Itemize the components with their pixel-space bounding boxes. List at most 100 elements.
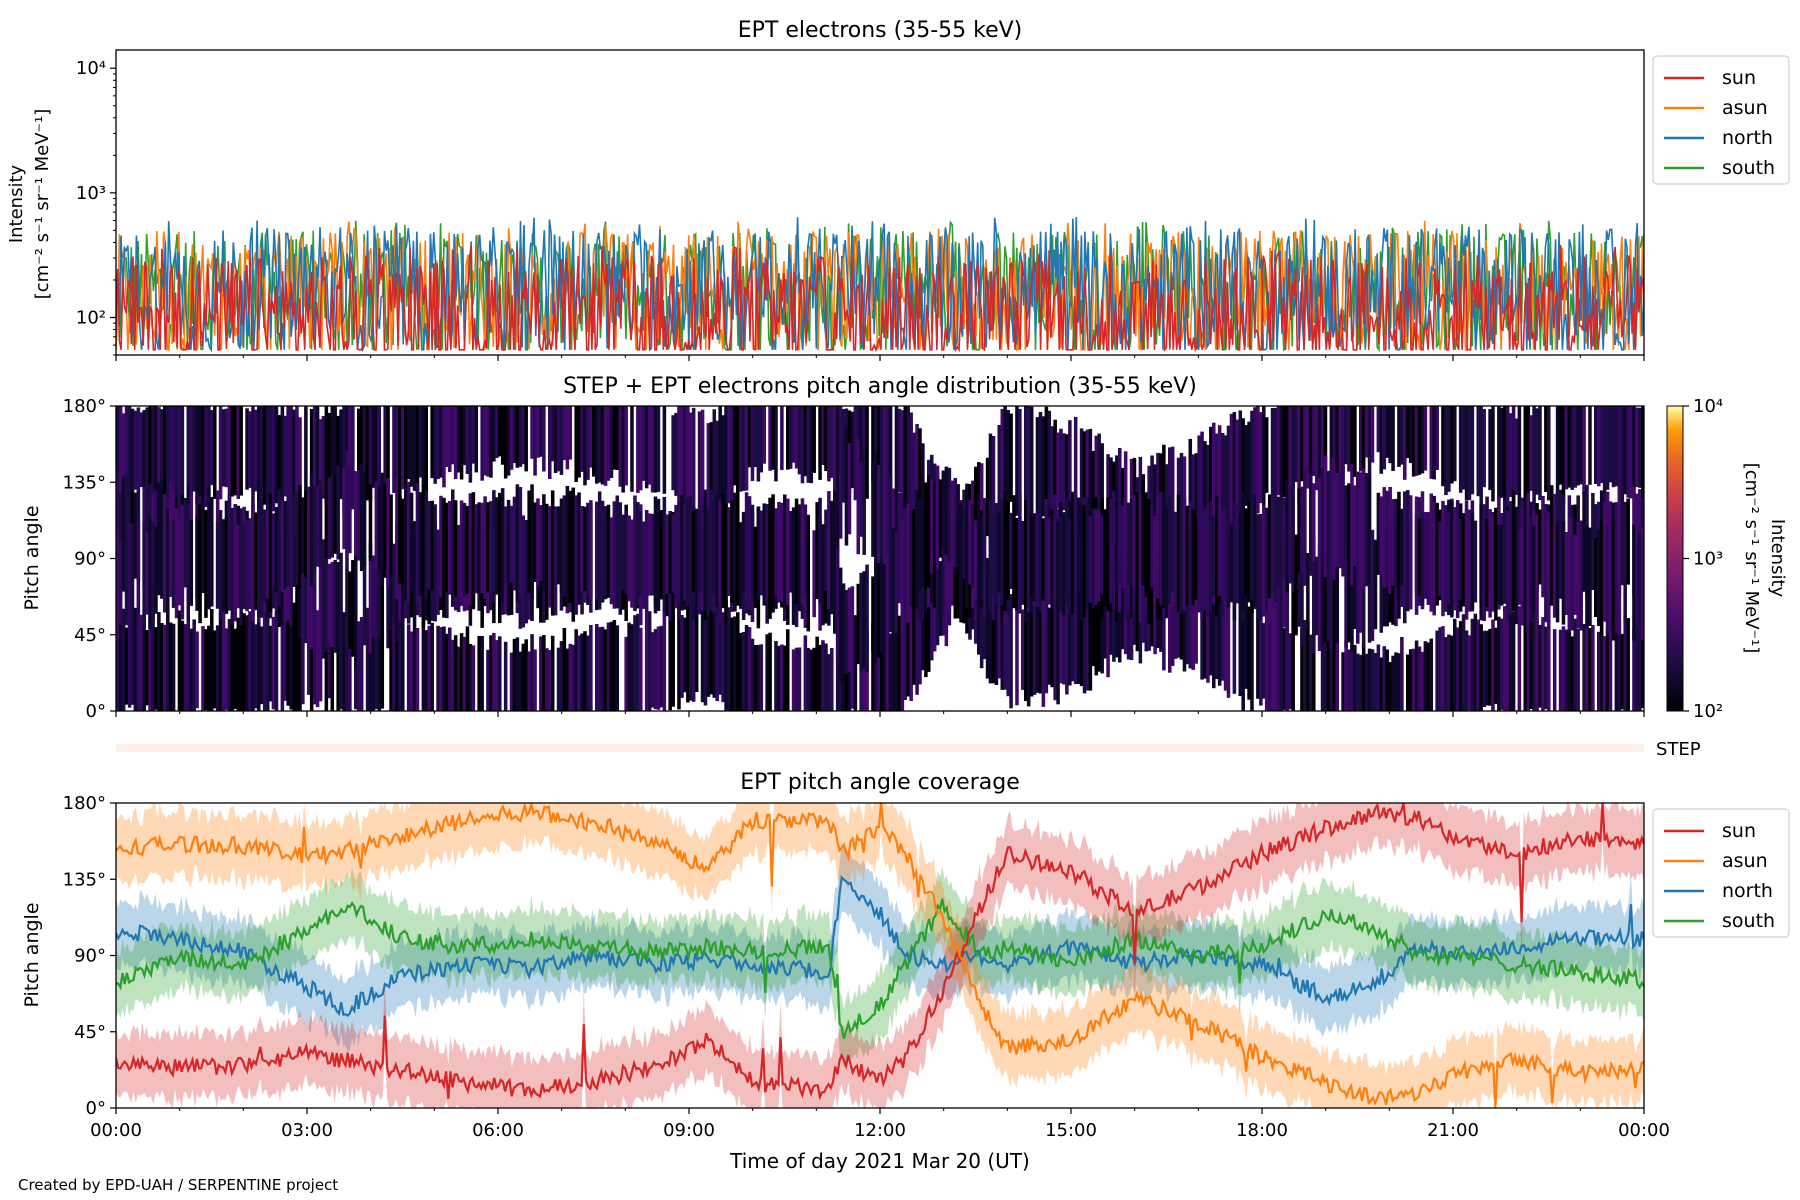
pad-cell [1344,406,1348,465]
pad-cell [747,406,752,468]
pad-cell [1303,406,1307,480]
pad-cell [703,489,708,611]
pad-cell [759,644,764,711]
y-tick-label: 10³ [76,183,106,204]
pad-cell [254,512,258,609]
pad-cell [1485,630,1489,706]
pad-cell [1558,629,1563,711]
pad-cell [1223,509,1228,601]
pad-cell [315,485,320,567]
pad-cell [1329,639,1334,711]
pad-cell [465,505,470,594]
pad-cell [1312,406,1316,476]
pad-cell [1423,406,1428,471]
pad-cell [1579,520,1583,631]
pad-cell [1306,553,1310,630]
pad-cell [1173,511,1178,593]
pad-cell [368,607,373,711]
pad-cell [1641,527,1644,641]
pad-cell [1341,652,1345,711]
pad-cell [1079,586,1084,687]
pad-cell [174,507,179,619]
pad-cell [877,406,881,479]
colorbar-label-line2: [cm⁻² s⁻¹ sr⁻¹ MeV⁻¹] [1741,463,1762,654]
pad-cell [1608,406,1613,483]
pad-cell [1097,433,1101,552]
pad-cell [536,498,540,587]
pad-cell [498,406,502,457]
pad-cell [277,415,282,496]
pad-cell [289,501,293,582]
pad-cell [395,477,399,599]
pad-cell [1376,492,1381,575]
pad-cell [227,619,232,711]
pad-cell [833,406,837,493]
pad-cell [1056,521,1060,606]
pad-cell [286,615,290,706]
pad-cell [1209,590,1213,676]
pad-cell [195,515,199,611]
pad-cell [1414,406,1419,476]
pad-cell [245,408,249,490]
pad-cell [709,490,714,611]
pad-cell [377,622,382,711]
pad-cell [1200,431,1204,547]
pad-cell [783,494,787,610]
pad-cell [509,652,514,711]
pad-cell [856,583,861,665]
pad-cell [900,520,905,625]
pad-cell [1256,514,1260,619]
pad-cell [503,506,508,584]
pad-cell [307,551,311,628]
pad-cell [436,625,440,711]
pad-cell [1291,614,1295,711]
pad-cell [1006,410,1010,504]
pad-cell [697,510,702,592]
pad-cell [1015,595,1019,706]
pad-cell [650,632,655,708]
pad-cell [368,542,373,654]
pad-cell [1482,630,1486,707]
pad-cell [1591,493,1595,590]
pad-cell [468,406,473,483]
pad-cell [392,406,396,493]
credit-text: Created by EPD-UAH / SERPENTINE project [18,1176,338,1194]
pad-cell [650,406,655,493]
pad-cell [662,496,667,612]
pad-cell [1508,518,1513,614]
pad-cell [371,614,376,711]
pad-cell [262,604,267,711]
pad-cell [260,406,264,497]
pad-cell [1400,406,1404,465]
pad-cell [327,563,332,642]
y-tick-label: 90° [74,549,106,570]
pad-cell [409,406,414,487]
pad-cell [791,649,796,711]
panel-coverage-yticks: 0° 45° 90° 135° 180° [63,793,116,1119]
pad-cell [639,511,643,597]
pad-cell [177,518,182,606]
pad-cell [927,566,931,672]
pad-cell [521,515,526,628]
pad-cell [982,498,987,618]
pad-cell [198,406,202,497]
pad-cell [1591,625,1595,711]
pad-cell [213,630,217,709]
pad-cell [1394,498,1398,589]
pad-cell [600,406,605,485]
pad-cell [606,504,611,598]
pad-cell [950,524,955,606]
y-tick-label: 180° [63,793,106,814]
pad-cell [1262,406,1266,515]
pad-cell [1532,406,1536,512]
pad-cell [589,625,593,711]
pad-cell [257,608,261,711]
pad-cell [512,638,517,711]
pad-cell [486,502,490,593]
pad-cell [474,406,479,473]
pad-cell [683,617,687,693]
pad-cell [603,406,608,486]
pad-cell [818,644,822,711]
pad-cell [271,513,276,589]
pad-cell [1162,554,1166,671]
